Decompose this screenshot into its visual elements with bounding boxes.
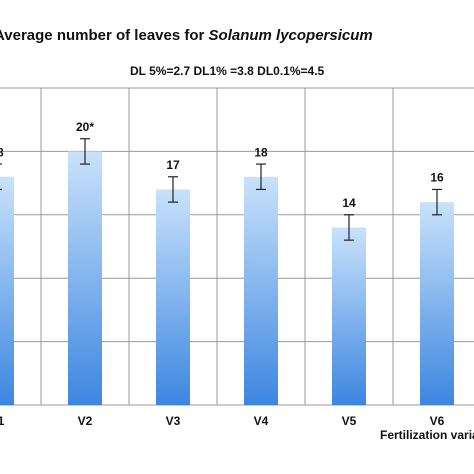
value-label: 20* [76,120,94,134]
value-label: 16 [430,171,444,185]
bar [68,151,102,405]
x-tick-label: V5 [342,414,357,428]
subtitle: DL 5%=2.7 DL1% =3.8 DL0.1%=4.5 [130,64,325,78]
bar [244,176,278,405]
value-label: 18 [254,145,268,159]
bar [0,176,14,405]
value-label: 17 [166,158,180,172]
chart-title: Average number of leaves for Solanum lyc… [0,27,373,44]
title-species: Solanum lycopersicum [209,27,373,44]
bar [332,227,366,405]
bar [156,189,190,405]
value-label: 14 [342,196,356,210]
x-tick-label: V3 [166,414,181,428]
x-axis-label: Fertilization variants [380,428,474,442]
x-tick-label: V1 [0,414,5,428]
title-main: Average number of leaves for [0,27,205,44]
bar [420,202,454,405]
x-tick-label: V4 [254,414,269,428]
x-tick-label: V6 [430,414,445,428]
value-label: 18 [0,145,4,159]
x-tick-label: V2 [78,414,93,428]
